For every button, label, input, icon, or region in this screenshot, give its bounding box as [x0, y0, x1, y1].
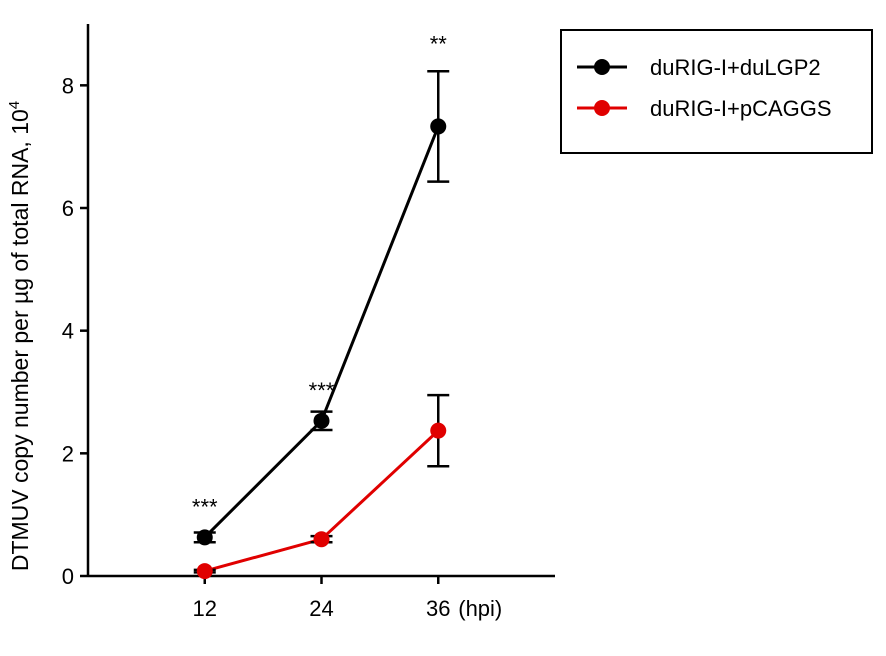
y-axis-label: DTMUV copy number per µg of total RNA, 1… — [6, 101, 33, 571]
y-tick-label: 2 — [62, 441, 74, 466]
y-axis-label-text: DTMUV copy number per µg of total RNA, 1… — [7, 109, 33, 571]
data-point — [313, 531, 330, 548]
significance-marker: *** — [309, 378, 335, 403]
x-axis-unit: (hpi) — [458, 596, 502, 621]
y-tick-label: 8 — [62, 73, 74, 98]
y-tick-label: 4 — [62, 319, 74, 344]
series-1 — [193, 393, 450, 580]
x-tick-label: 24 — [309, 596, 333, 621]
data-point — [313, 412, 330, 429]
legend-box — [560, 29, 873, 154]
series-line — [203, 125, 440, 539]
series-layer — [193, 69, 450, 580]
legend-marker — [594, 59, 610, 75]
data-point — [430, 422, 447, 439]
x-tick-label: 36 — [426, 596, 450, 621]
data-point — [196, 529, 213, 546]
legend-marker — [594, 100, 610, 116]
legend-label: duRIG-I+pCAGGS — [650, 96, 832, 121]
y-tick-label: 0 — [62, 564, 74, 589]
legend: duRIG-I+duLGP2 duRIG-I+pCAGGS — [560, 29, 873, 154]
series-0 — [193, 69, 450, 546]
y-axis-label-exponent: 4 — [6, 101, 23, 109]
annotation-layer: ******** — [192, 31, 447, 519]
y-tick-label: 6 — [62, 196, 74, 221]
legend-label: duRIG-I+duLGP2 — [650, 55, 821, 80]
significance-marker: *** — [192, 494, 218, 519]
data-point — [196, 563, 213, 580]
significance-marker: ** — [430, 31, 448, 56]
data-point — [430, 118, 447, 135]
x-tick-label: 12 — [193, 596, 217, 621]
